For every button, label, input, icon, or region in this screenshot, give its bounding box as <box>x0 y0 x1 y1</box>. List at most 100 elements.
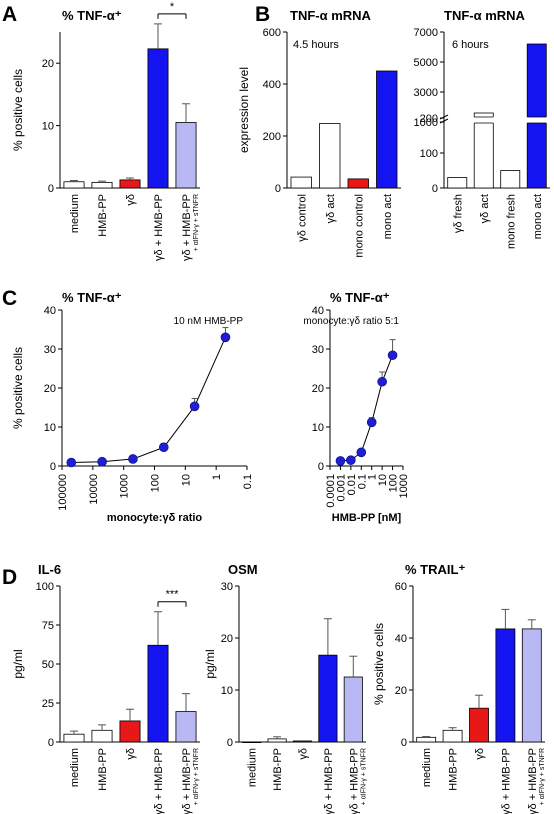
C2-data-point <box>346 455 356 465</box>
D3-title: % TRAIL⁺ <box>405 562 465 577</box>
B1-category-label: γδ act <box>325 194 337 223</box>
D3-category-label: γδ + HMB-PP <box>527 748 539 814</box>
C1-data-point <box>97 456 107 467</box>
C2-data-point <box>387 350 398 361</box>
B2-bar <box>447 177 468 189</box>
B1-y-tick-label: 0 <box>275 183 281 195</box>
A-category-sublabel: + αIFN-γ + sTNFR <box>193 194 200 251</box>
A-significance-label: * <box>170 1 175 13</box>
D3-bar <box>495 628 516 743</box>
C2-y-tick-label: 20 <box>312 383 324 395</box>
B2-y-tick-label: 100 <box>420 148 438 160</box>
B1-bar <box>290 176 312 189</box>
C2-series-line <box>340 355 394 462</box>
A-y-tick-label: 10 <box>42 121 54 133</box>
C2-x-label: HMB-PP [nM] <box>332 512 402 524</box>
D2-bar <box>242 741 262 744</box>
C2-annotation: monocyte:γδ ratio 5:1 <box>303 316 399 327</box>
A-category-label: γδ <box>125 194 137 206</box>
C2-y-tick-label: 30 <box>312 344 324 356</box>
D1-category-label: γδ + HMB-PP <box>153 748 165 814</box>
C1-data-point <box>66 457 77 468</box>
D2-bar <box>292 740 313 743</box>
B2-category-label: mono fresh <box>505 194 517 249</box>
C1-x-tick-label: 100000 <box>57 474 69 511</box>
C2-y-tick-label: 10 <box>312 422 324 434</box>
B2-y-tick-label: 200 <box>420 113 438 125</box>
B2-bar <box>526 43 547 189</box>
A-category-label: HMB-PP <box>97 194 109 237</box>
D2-bar <box>318 654 338 743</box>
C1-x-tick-label: 1 <box>211 474 223 480</box>
C2-x-tick-label: 1000 <box>398 474 410 498</box>
B2-y-tick-label: 1000 <box>414 117 438 129</box>
D3-y-tick-label: 40 <box>395 633 407 645</box>
C1-data-point <box>220 332 231 343</box>
A-bar <box>63 181 85 189</box>
C2-data-point <box>335 456 346 466</box>
C2-data-point <box>356 447 367 458</box>
B1-y-label: expression level <box>237 67 251 153</box>
C2-x-tick-label: 10 <box>377 474 389 486</box>
B2-bar <box>473 112 494 189</box>
B1-title: TNF-α mRNA <box>290 8 372 23</box>
D2-y-tick-label: 0 <box>227 737 233 749</box>
D3-y-tick-label: 0 <box>401 737 407 749</box>
A-title: % TNF-α⁺ <box>62 8 122 23</box>
C1-series-line <box>71 337 226 463</box>
B1-bar <box>376 70 398 189</box>
C1-y-tick-label: 10 <box>44 422 56 434</box>
D3-bar <box>416 736 437 743</box>
D2-category-label: HMB-PP <box>272 748 284 791</box>
D3-category-sublabel: + αIFN-γ + sTNFR <box>539 748 546 805</box>
A-category-label: medium <box>69 194 81 233</box>
B2-y-tick-label: 7000 <box>414 27 438 39</box>
C1-data-point <box>189 401 200 412</box>
D2-bar <box>267 738 287 743</box>
B2-category-label: γδ fresh <box>452 194 464 233</box>
B1-bar <box>319 123 341 189</box>
panel-letter-c: C <box>2 287 17 310</box>
C2-data-point <box>377 376 387 387</box>
C1-y-tick-label: 0 <box>50 461 56 473</box>
D1-bar <box>175 711 197 743</box>
D1-y-tick-label: 75 <box>42 620 54 632</box>
C1-x-tick-label: 10 <box>180 474 192 486</box>
B2-category-label: γδ act <box>479 194 491 223</box>
A-y-label: % positive cells <box>11 69 25 151</box>
D1-category-label: γδ <box>125 748 137 760</box>
D1-bar <box>119 720 141 743</box>
C1-y-tick-label: 40 <box>44 305 56 317</box>
C2-x-tick-label: 1 <box>367 474 379 480</box>
C2-data-point <box>366 417 377 428</box>
panel-letter-a: A <box>2 3 17 26</box>
B1-y-tick-label: 400 <box>263 79 281 91</box>
C1-annotation: 10 nM HMB-PP <box>174 316 244 327</box>
D3-category-label: medium <box>421 748 433 787</box>
C1-x-label: monocyte:γδ ratio <box>107 512 203 524</box>
C2-y-tick-label: 0 <box>318 461 324 473</box>
D1-y-tick-label: 0 <box>48 737 54 749</box>
C1-y-label: % positive cells <box>11 347 25 429</box>
C2-x-tick-label: 0.001 <box>335 474 347 502</box>
A-category-label: γδ + HMB-PP <box>153 194 165 261</box>
D3-bar <box>469 707 489 743</box>
B2-annotation: 6 hours <box>452 39 489 51</box>
C1-title: % TNF-α⁺ <box>62 290 122 305</box>
A-bar <box>119 179 141 189</box>
C2-title: % TNF-α⁺ <box>330 290 390 305</box>
A-y-tick-label: 0 <box>48 183 54 195</box>
D2-title: OSM <box>228 562 258 577</box>
B1-annotation: 4.5 hours <box>293 39 339 51</box>
A-bar <box>147 48 169 189</box>
C1-y-tick-label: 20 <box>44 383 56 395</box>
panel-letter-b: B <box>255 3 270 26</box>
D2-y-tick-label: 20 <box>221 633 233 645</box>
D3-bar <box>521 628 542 743</box>
D1-category-label: HMB-PP <box>97 748 109 791</box>
C1-data-point <box>158 442 169 453</box>
D2-category-label: γδ + HMB-PP <box>348 748 360 814</box>
D2-bar <box>343 676 363 743</box>
B1-category-label: γδ control <box>296 194 308 242</box>
